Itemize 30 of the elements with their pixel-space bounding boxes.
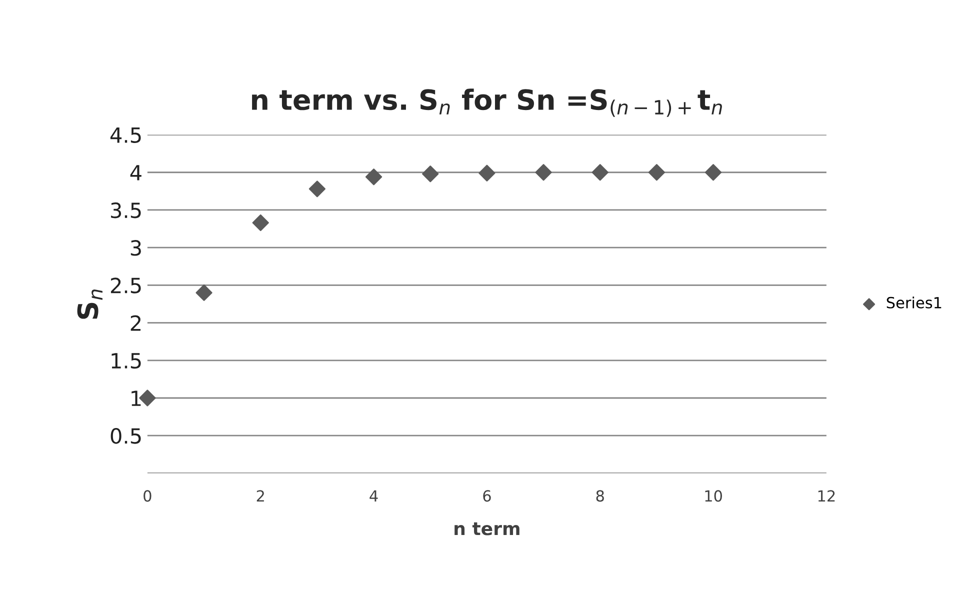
x-axis-title: n term [454, 522, 520, 536]
point [592, 164, 608, 181]
y-tick-label: 2 [130, 315, 140, 331]
x-tick-label: 2 [256, 490, 264, 502]
chart-title: n term vs. S$_{n}$ for Sn =S$_{(n−1)+}$t$_{n}$ [252, 88, 722, 117]
point [535, 164, 552, 181]
point [422, 166, 439, 182]
x-tick-label: 6 [483, 490, 491, 502]
x-tick-label: 10 [705, 490, 722, 502]
y-tick-label: 4 [130, 165, 142, 180]
y-axis-title: S$_{n}$ [77, 290, 102, 319]
point [365, 168, 382, 186]
x-tick-label: 0 [144, 490, 152, 502]
point [308, 180, 326, 198]
point [252, 214, 269, 232]
point [704, 164, 722, 181]
y-tick-label: 1 [132, 390, 141, 406]
x-tick-label: 4 [370, 490, 378, 502]
x-tick-label: 12 [818, 490, 835, 502]
y-tick-label: 2.5 [110, 278, 141, 294]
point [648, 164, 665, 181]
y-tick-label: 3.5 [111, 202, 141, 218]
y-tick-label: 4.5 [110, 128, 141, 143]
legend-label: Series1 [886, 296, 942, 308]
y-tick-label: 1.5 [112, 353, 141, 369]
y-tick-label: 0.5 [110, 428, 141, 444]
y-tick-label: 3 [130, 240, 141, 256]
point [196, 284, 212, 302]
point [478, 164, 496, 182]
x-tick-label: 8 [596, 490, 604, 502]
